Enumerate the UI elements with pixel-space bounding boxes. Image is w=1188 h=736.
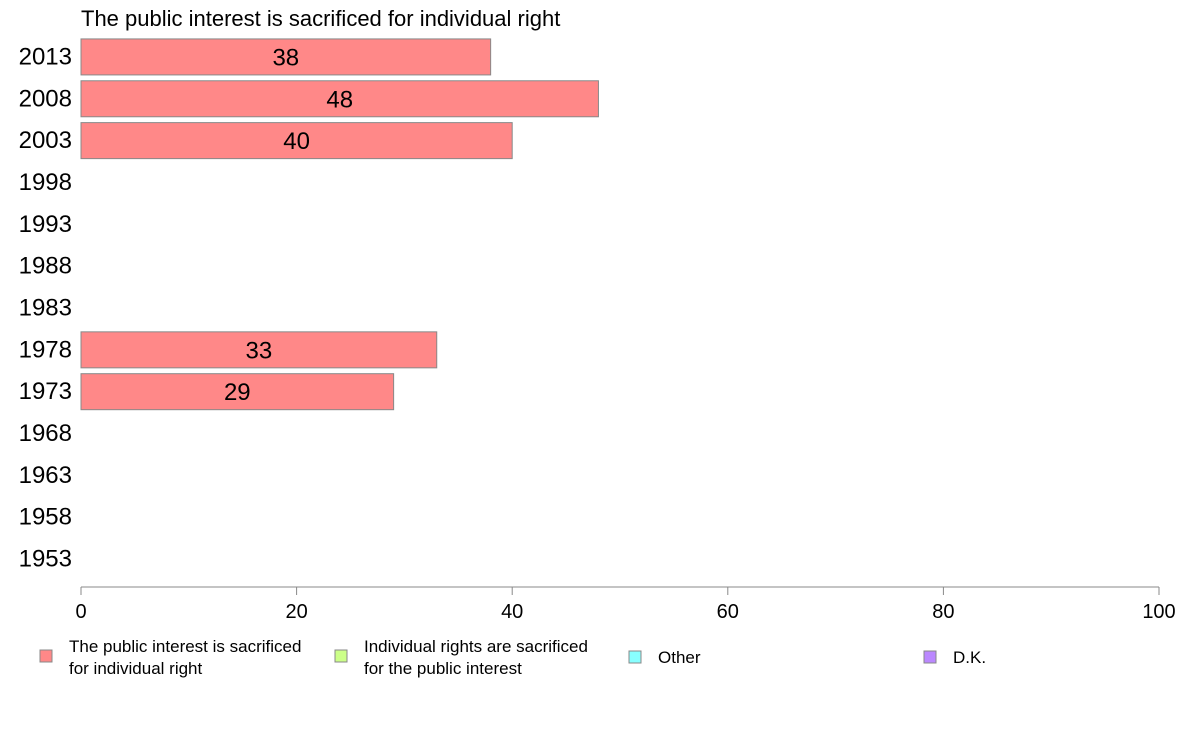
category-label-1983: 1983 (19, 295, 72, 322)
data-label-2008: 48 (326, 86, 353, 113)
category-label-2008: 2008 (19, 85, 72, 112)
data-label-1978: 33 (246, 337, 273, 364)
bars: 38 48 40 33 29 (80, 38, 599, 411)
legend-swatch-3 (628, 650, 642, 664)
x-tick-label-100: 100 (1142, 601, 1175, 623)
x-tick-label-0: 0 (75, 601, 86, 623)
category-labels: 2013 2008 2003 1998 1993 1988 1983 1978 1973 1968… (19, 43, 72, 572)
category-label-2003: 2003 (19, 127, 72, 154)
legend-label-4: D.K. (953, 648, 986, 667)
bar-2008 (80, 80, 599, 118)
bar-2013 (80, 38, 492, 76)
legend-label-3: Other (658, 648, 701, 667)
bar-1978 (80, 331, 438, 369)
data-label-1973: 29 (224, 379, 251, 406)
category-label-1998: 1998 (19, 169, 72, 196)
x-tick-label-20: 20 (285, 601, 307, 623)
legend-swatch-4 (923, 650, 937, 664)
data-label-2003: 40 (283, 128, 310, 155)
bar-2003 (80, 122, 513, 160)
data-label-2013: 38 (272, 44, 299, 71)
category-label-1993: 1993 (19, 211, 72, 238)
legend-label-2: Individual rights are sacrificed for the … (364, 637, 588, 678)
category-label-1968: 1968 (19, 420, 72, 447)
x-axis: 0 20 40 60 80 100 (75, 586, 1176, 623)
legend-swatch-2 (334, 649, 348, 663)
x-tick-label-60: 60 (717, 601, 739, 623)
category-label-1958: 1958 (19, 504, 72, 531)
category-label-1973: 1973 (19, 378, 72, 405)
category-label-2013: 2013 (19, 43, 72, 70)
category-label-1978: 1978 (19, 336, 72, 363)
x-tick-label-80: 80 (932, 601, 954, 623)
legend-label-1: The public interest is sacrificed for ind… (69, 637, 301, 678)
category-label-1963: 1963 (19, 462, 72, 489)
legend-swatch-1 (39, 649, 53, 663)
legend: The public interest is sacrificed for ind… (39, 637, 986, 678)
chart-title: The public interest is sacrificed for in… (81, 6, 560, 31)
x-tick-label-40: 40 (501, 601, 523, 623)
bar-1973 (80, 373, 395, 411)
category-label-1988: 1988 (19, 253, 72, 280)
category-label-1953: 1953 (19, 546, 72, 573)
